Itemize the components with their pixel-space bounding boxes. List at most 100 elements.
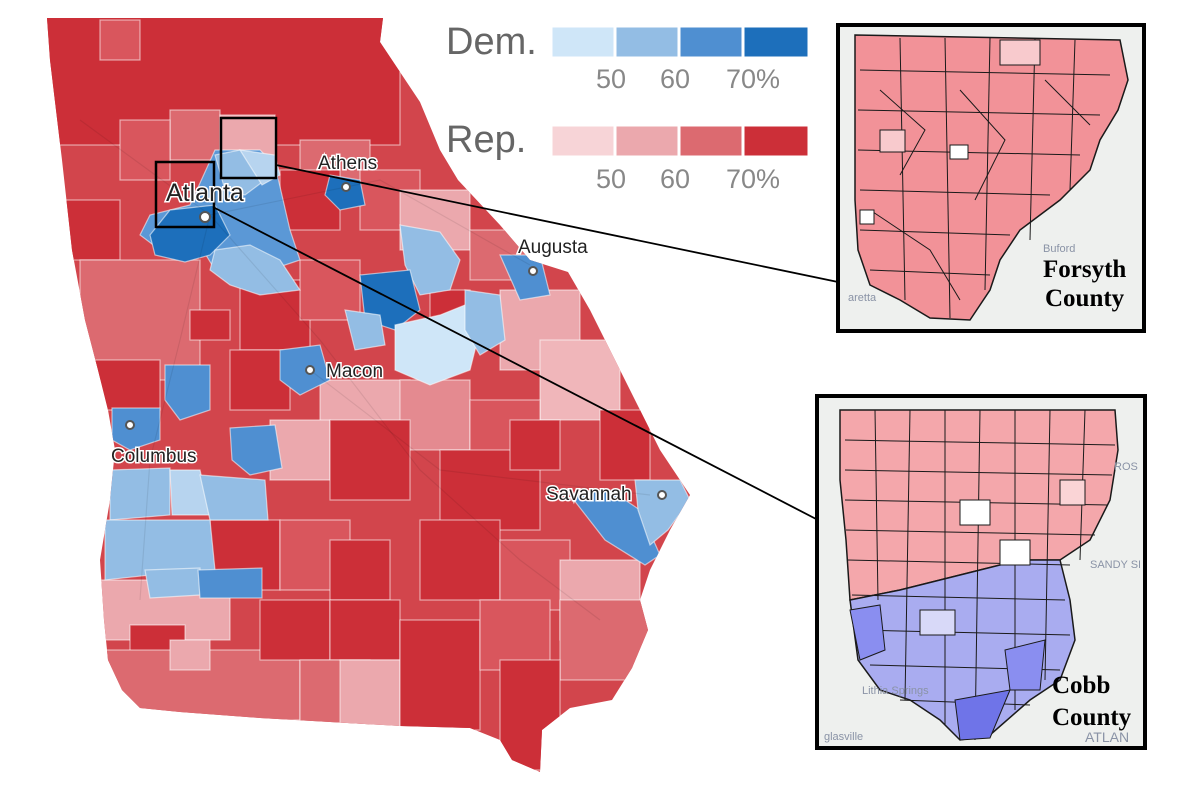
legend-dem-tick: 50 [596, 64, 626, 94]
forsyth-precinct [949, 144, 969, 160]
legend-rep-tick: 60 [660, 164, 690, 194]
forsyth-precinct [859, 209, 875, 225]
county-dem [464, 289, 506, 356]
county [99, 19, 141, 61]
legend-rep-swatches [551, 125, 809, 157]
legend-swatch [551, 26, 615, 58]
county [269, 419, 331, 481]
forsyth-precincts [857, 37, 1111, 319]
county [539, 339, 621, 421]
county-dem [238, 149, 281, 186]
legend-swatch [679, 125, 743, 157]
forsyth-map-label: aretta [848, 292, 877, 304]
cobb-map-label: SANDY SP [1090, 559, 1145, 571]
athens-label: Athens [318, 153, 377, 174]
county [559, 599, 651, 681]
county [299, 259, 361, 321]
savannah-label: Savannah [546, 484, 632, 505]
county-dem [324, 174, 366, 211]
county-dem [209, 244, 302, 296]
georgia-counties [47, 18, 690, 772]
cobb-precinct [1004, 639, 1046, 691]
county-dem [394, 304, 481, 386]
athens-marker [341, 182, 351, 192]
legend-rep-tick: 70% [726, 164, 780, 194]
augusta-label: Augusta [518, 237, 588, 258]
augusta-marker [528, 266, 538, 276]
legend: Dem. 50 60 70% Rep. 50 60 70% [446, 21, 809, 194]
forsyth-inset: Buford aretta Forsyth County [836, 23, 1146, 333]
county [89, 359, 161, 411]
county-dem [197, 567, 263, 599]
county-dem [199, 474, 269, 521]
county-dem [164, 364, 211, 421]
forsyth-inset-label-line1: Forsyth [1043, 256, 1126, 283]
atlanta-marker [199, 211, 211, 223]
legend-dem-swatches [551, 26, 809, 58]
county-dem [634, 479, 690, 547]
county [329, 539, 391, 601]
cobb-precinct [959, 499, 991, 526]
county [479, 599, 551, 671]
county-dem [344, 309, 386, 351]
inset-connectors [212, 164, 839, 521]
cobb-inset: Lithia Springs glasville SANDY SP ATLAN … [815, 394, 1147, 750]
county [329, 599, 401, 661]
cobb-precinct [954, 689, 1011, 741]
forsyth-map-label: Buford [1043, 243, 1075, 255]
columbus-marker [125, 420, 135, 430]
county [499, 659, 561, 771]
cobb-precinct [1059, 479, 1086, 506]
county [189, 309, 231, 341]
county-dem [399, 224, 461, 296]
city-markers: Atlanta Athens Augusta Macon Columbus Sa… [110, 152, 667, 507]
cobb-map-label: Lithia Springs [862, 685, 929, 697]
forsyth-highlight-box [219, 116, 278, 180]
savannah-marker [657, 490, 667, 500]
forsyth-precinct [999, 39, 1041, 66]
forsyth-precinct [879, 129, 906, 153]
cobb-highlight-box [154, 160, 216, 229]
forsyth-connector [275, 164, 839, 283]
macon-label: Macon [326, 361, 383, 382]
cobb-precinct [999, 539, 1031, 566]
legend-swatch [743, 125, 809, 157]
legend-rep-title: Rep. [446, 119, 526, 161]
macon-marker [305, 365, 315, 375]
forsyth-inset-label-line2: County [1045, 285, 1125, 312]
county [339, 659, 401, 731]
cobb-connector [212, 206, 819, 521]
legend-swatch [551, 125, 615, 157]
county-dem [109, 467, 171, 521]
county [399, 379, 471, 451]
county [169, 639, 211, 671]
columbus-label: Columbus [111, 446, 197, 467]
county [599, 409, 651, 481]
legend-dem-title: Dem. [446, 21, 537, 63]
legend-dem-tick: 60 [660, 64, 690, 94]
county [509, 419, 561, 471]
legend-rep-tick: 50 [596, 164, 626, 194]
county [259, 599, 331, 661]
county-dem [229, 424, 283, 476]
county [59, 199, 121, 261]
forsyth-county-shape [854, 34, 1129, 321]
legend-swatch [679, 26, 743, 58]
county-dem [144, 567, 201, 599]
cobb-precinct [849, 604, 886, 661]
legend-swatch [743, 26, 809, 58]
county [329, 419, 411, 501]
legend-swatch [615, 125, 679, 157]
county [119, 119, 171, 181]
cobb-map-label: glasville [824, 731, 863, 743]
cobb-map-label: ATLAN [1085, 729, 1129, 745]
legend-dem-tick: 70% [726, 64, 780, 94]
cobb-map-label: ROS [1114, 461, 1138, 473]
cobb-inset-label-line1: Cobb [1052, 672, 1110, 699]
legend-swatch [615, 26, 679, 58]
county [169, 109, 221, 161]
cobb-precinct [919, 609, 956, 636]
county [399, 619, 481, 731]
cobb-inset-label-line2: County [1052, 704, 1132, 731]
